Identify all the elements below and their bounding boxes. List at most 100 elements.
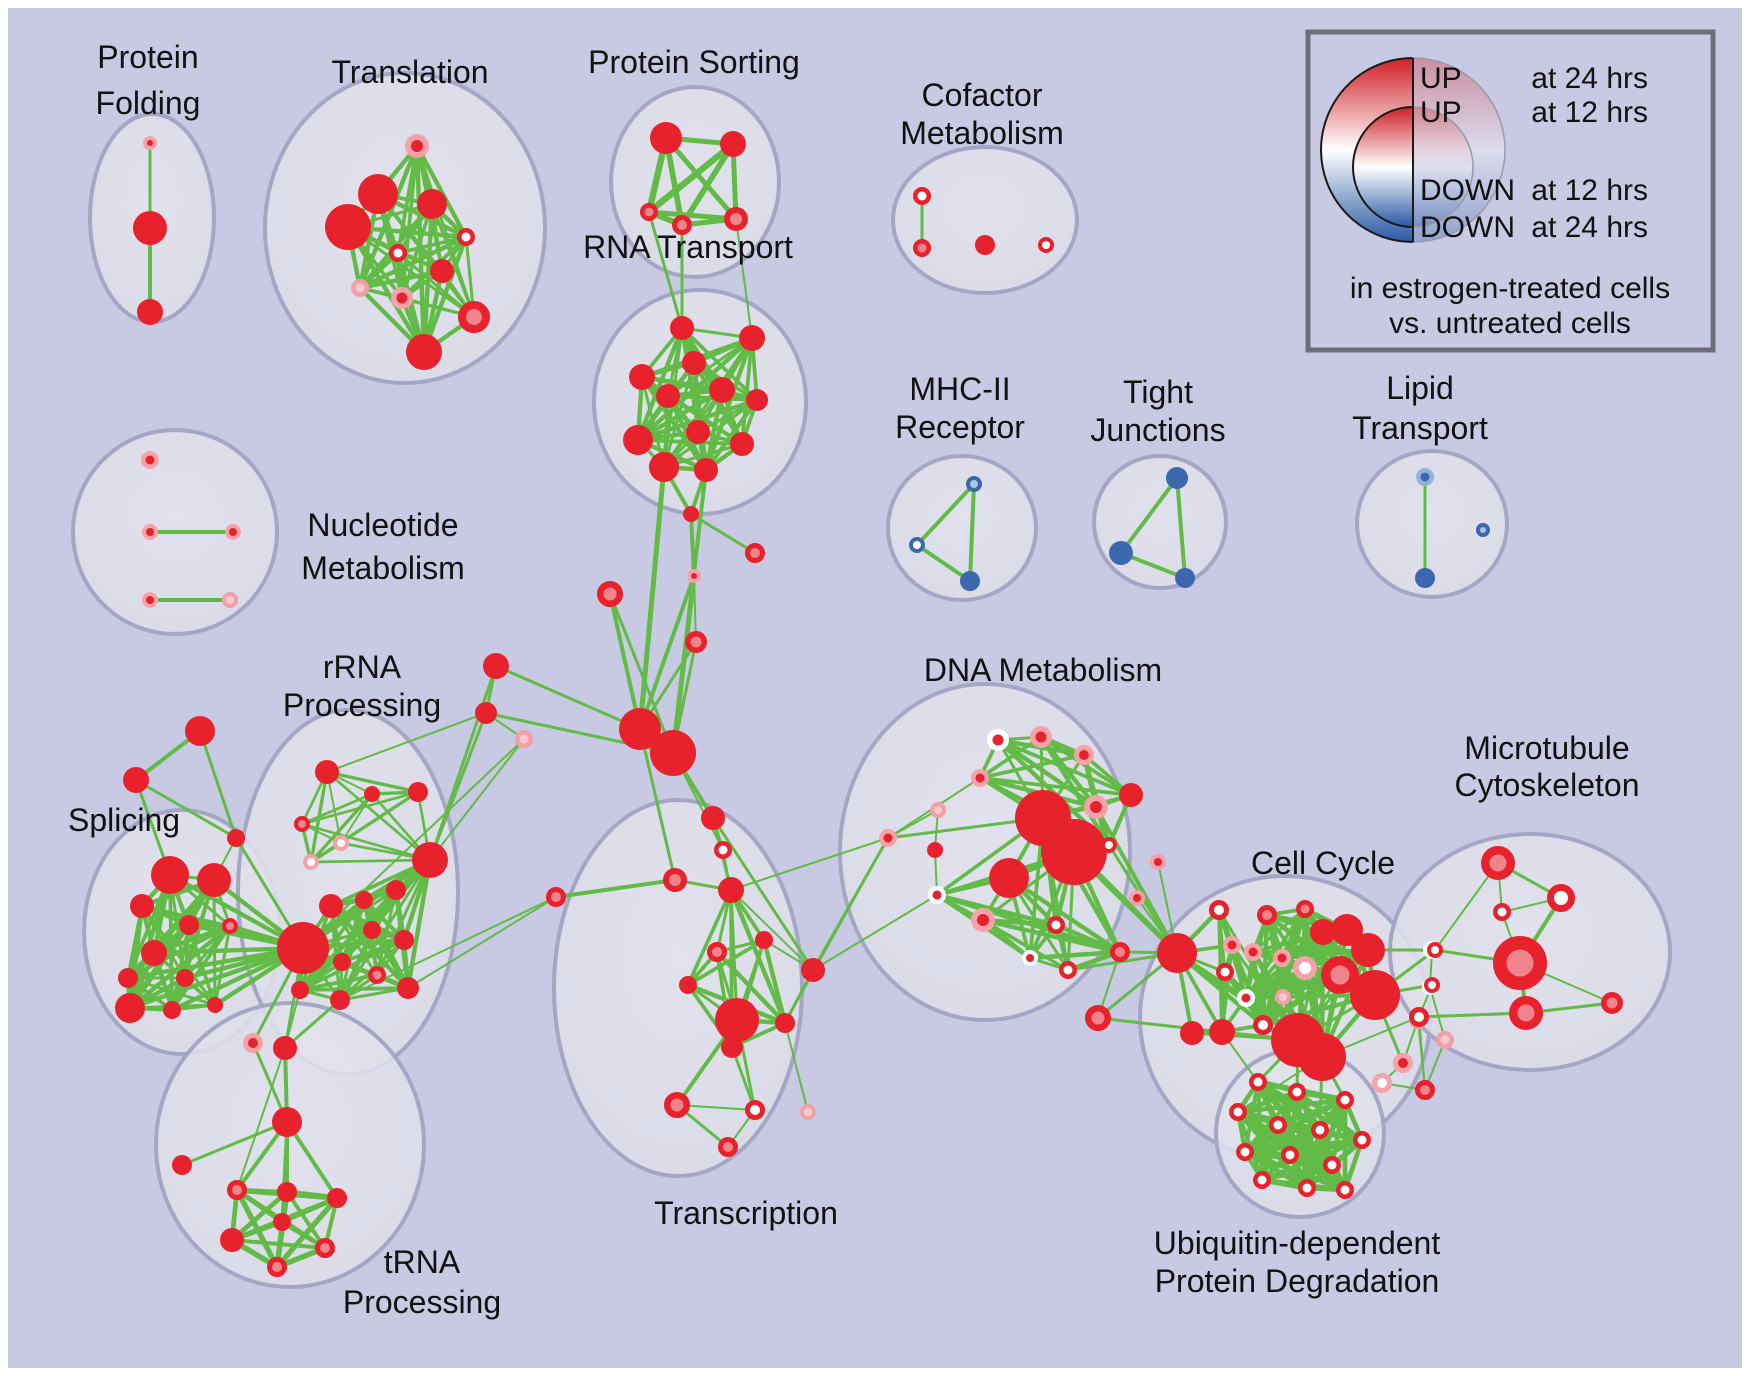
- gene-node: [1350, 970, 1400, 1020]
- gene-node: [623, 425, 653, 455]
- gene-node: [277, 1182, 297, 1202]
- gene-node: [227, 1180, 247, 1200]
- gene-node: [457, 228, 475, 246]
- gene-node: [1022, 950, 1038, 966]
- graph-edge: [648, 209, 737, 222]
- graph-edge: [635, 327, 685, 441]
- graph-edge: [405, 859, 433, 989]
- gene-node: [363, 921, 381, 939]
- cluster-label-mhc-ii-receptor: Receptor: [895, 409, 1025, 445]
- gene-node: [277, 922, 329, 974]
- gene-node: [118, 968, 138, 988]
- graph-edge: [638, 575, 696, 730]
- gene-node: [222, 918, 238, 934]
- graph-edge: [127, 945, 304, 981]
- gene-node: [664, 1092, 690, 1118]
- legend-footnote-line-0: in estrogen-treated cells: [1350, 272, 1670, 305]
- graph-edge: [281, 1195, 338, 1225]
- graph-edge: [979, 776, 1132, 797]
- gene-node: [1275, 989, 1291, 1005]
- gene-node: [1353, 1131, 1371, 1149]
- graph-edge: [647, 211, 684, 329]
- gene-node: [1150, 854, 1166, 870]
- cluster-label-trna-processing: tRNA: [384, 1244, 461, 1280]
- gene-node: [1336, 1181, 1354, 1199]
- graph-edge: [326, 770, 419, 794]
- gene-node: [1059, 961, 1077, 979]
- gene-node: [227, 829, 245, 847]
- gene-node: [1223, 936, 1241, 954]
- graph-edge: [915, 482, 976, 547]
- gene-node: [1085, 1005, 1111, 1031]
- gene-node: [1476, 523, 1490, 537]
- gene-node: [672, 215, 692, 235]
- gene-node: [701, 806, 725, 830]
- gene-node: [721, 1036, 743, 1058]
- cluster-label-cofactor-metabolism: Cofactor: [922, 77, 1043, 113]
- gene-node: [130, 894, 154, 918]
- graph-edge: [329, 905, 379, 976]
- graph-edge: [129, 945, 304, 1011]
- graph-edge: [555, 878, 676, 899]
- gene-node: [656, 384, 680, 408]
- graph-edge: [339, 986, 409, 1002]
- graph-edge: [1007, 876, 1122, 954]
- gene-node: [315, 1238, 335, 1258]
- gene-node: [151, 856, 189, 894]
- cluster-label-nucleotide-metabolism: Nucleotide: [307, 507, 458, 543]
- gene-node: [1216, 963, 1234, 981]
- cluster-label-dna-metabolism: DNA Metabolism: [924, 652, 1162, 688]
- gene-node: [197, 863, 231, 897]
- legend-direction-0: UP: [1420, 62, 1462, 95]
- gene-node: [679, 976, 697, 994]
- cluster-label-mhc-ii-receptor: MHC-II: [909, 371, 1010, 407]
- graph-edge: [982, 917, 1121, 955]
- cluster-label-protein-folding: Folding: [96, 85, 201, 121]
- graph-edge: [968, 483, 976, 582]
- graph-edge: [127, 905, 145, 1009]
- cluster-label-rrna-processing: Processing: [283, 687, 441, 723]
- gene-node: [1351, 933, 1385, 967]
- graph-edge: [812, 894, 938, 971]
- graph-edge: [329, 904, 410, 990]
- graph-edge: [397, 235, 467, 255]
- graph-edge: [359, 268, 443, 291]
- graph-edge: [1252, 907, 1306, 954]
- gene-node: [1180, 1021, 1204, 1045]
- gene-node: [989, 858, 1029, 898]
- graph-edge: [1288, 1153, 1347, 1192]
- gene-node: [273, 1213, 291, 1231]
- graph-edge: [359, 235, 467, 290]
- gene-node: [294, 816, 310, 832]
- graph-edge: [1429, 986, 1446, 1041]
- cluster-label-protein-folding: Protein: [97, 39, 198, 75]
- gene-node: [714, 841, 732, 859]
- graph-edge: [1261, 1163, 1333, 1182]
- gene-node: [267, 1257, 287, 1277]
- gene-node: [745, 1100, 765, 1120]
- graph-edge: [236, 1047, 286, 1191]
- graph-edge: [326, 712, 487, 773]
- gene-node: [930, 802, 946, 818]
- legend-inner-ring-left: [1352, 105, 1414, 229]
- gene-node: [649, 452, 679, 482]
- gene-node: [715, 998, 759, 1042]
- gene-node: [386, 880, 406, 900]
- gene-node: [1229, 1103, 1247, 1121]
- gene-node: [1311, 1121, 1329, 1139]
- graph-edge: [285, 1120, 339, 1200]
- gene-node: [1323, 1156, 1341, 1174]
- gene-node: [1157, 933, 1197, 973]
- gene-node: [272, 1107, 302, 1137]
- graph-edge: [680, 326, 759, 402]
- cluster-ellipse-mhc-ii-receptor: [886, 454, 1038, 602]
- graph-edge: [430, 203, 476, 318]
- gene-node: [724, 207, 748, 231]
- graph-edge: [679, 142, 736, 227]
- gene-node: [185, 716, 215, 746]
- graph-edge: [784, 837, 889, 1024]
- gene-node: [1424, 977, 1440, 993]
- gene-node: [1296, 900, 1314, 918]
- graph-edge: [1039, 735, 1111, 847]
